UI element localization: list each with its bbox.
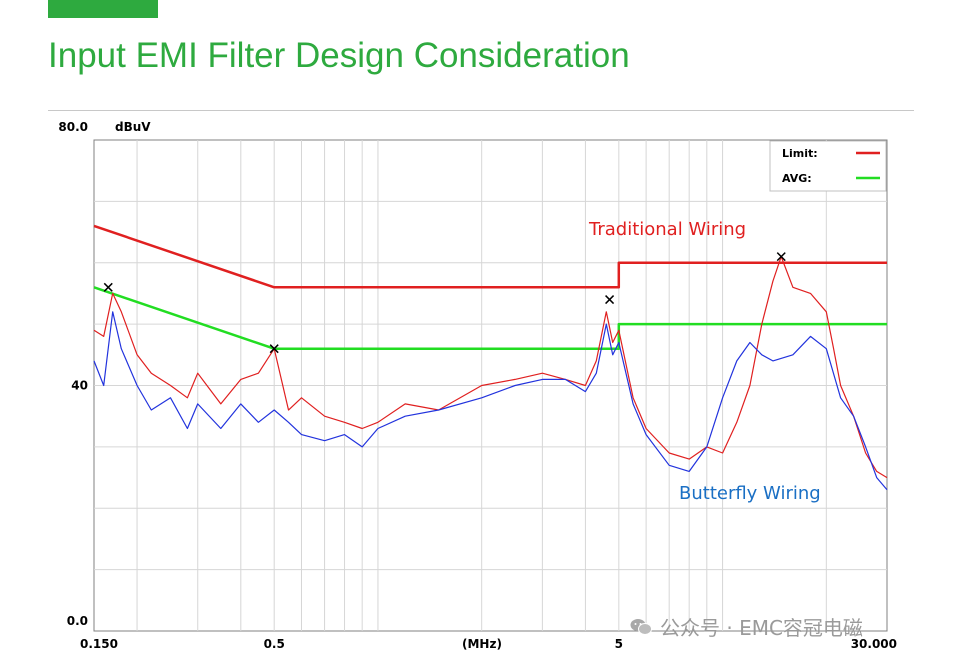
peak-markers [103, 252, 786, 354]
y-tick-label: 0.0 [67, 614, 88, 628]
legend-label: AVG: [782, 172, 812, 185]
y-tick-label: 40 [71, 379, 88, 393]
y-tick-label: 80.0 [58, 120, 88, 134]
series-line-3 [93, 311, 888, 491]
x-tick-label: 0.150 [80, 637, 118, 651]
top-accent-bar [48, 0, 158, 18]
traditional-wiring-label: Traditional Wiring [588, 219, 746, 240]
x-tick-label: 30.000 [851, 637, 897, 651]
peak-marker [776, 252, 786, 262]
watermark-text: 公众号 · EMC容冠电磁 [660, 616, 863, 640]
series-line-1 [93, 286, 887, 350]
series-line-2 [93, 256, 888, 479]
legend-label: Limit: [782, 147, 818, 160]
series-group [93, 224, 888, 491]
x-tick-label: 0.5 [264, 637, 285, 651]
title-divider [48, 110, 914, 111]
x-tick-label: 5 [615, 637, 623, 651]
tick-labels: 80.0 40 0.0 0.150 0.5 5 30.000 [58, 120, 897, 651]
slide-title: Input EMI Filter Design Consideration [48, 36, 630, 75]
peak-marker [103, 282, 113, 292]
legend: Limit: AVG: [769, 140, 887, 192]
grid [94, 140, 887, 631]
y-axis-unit-label: dBuV [115, 120, 151, 134]
wechat-icon [630, 618, 652, 635]
x-axis-unit-label: (MHz) [462, 637, 502, 651]
legend-box [769, 140, 887, 192]
peak-marker [605, 295, 615, 305]
watermark: 公众号 · EMC容冠电磁 [630, 612, 863, 641]
peak-marker [269, 344, 279, 354]
series-line-0 [93, 224, 887, 289]
butterfly-wiring-label: Butterfly Wiring [679, 483, 821, 504]
